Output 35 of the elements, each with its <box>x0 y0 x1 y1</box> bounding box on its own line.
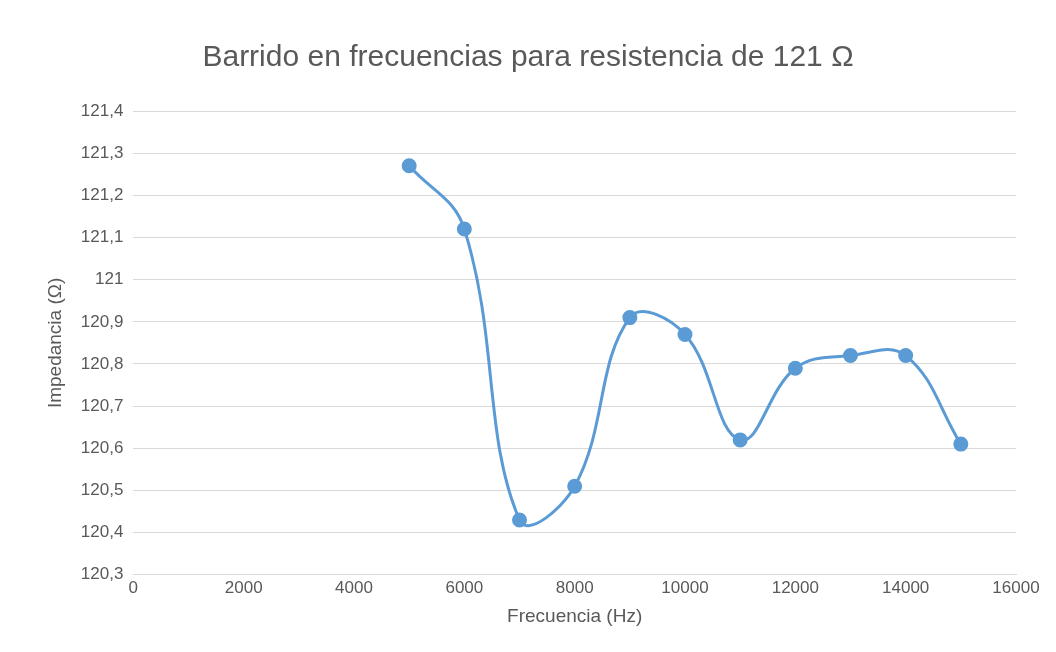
x-tick-label: 2000 <box>224 577 263 597</box>
point <box>622 310 638 326</box>
chart-title: Barrido en frecuencias para resistencia de 121 Ω <box>202 39 854 73</box>
point <box>567 478 583 494</box>
y-tick-label: 121 <box>94 269 124 289</box>
point <box>898 348 914 364</box>
point <box>732 432 748 448</box>
y-axis-title: Impedancia (Ω) <box>43 277 65 409</box>
y-tick-label: 121,3 <box>80 142 124 162</box>
y-tick-label: 121,2 <box>80 185 124 205</box>
y-tick-label: 121,4 <box>80 100 124 120</box>
x-tick-label: 6000 <box>445 577 484 597</box>
point <box>456 221 472 237</box>
x-tick-label: 0 <box>128 577 139 597</box>
x-tick-label: 4000 <box>335 577 373 597</box>
y-tick-label: 120,4 <box>80 522 124 542</box>
x-tick-label: 8000 <box>555 577 594 597</box>
x-tick-label: 10000 <box>661 577 709 597</box>
point <box>512 512 528 528</box>
x-tick-label: 16000 <box>992 577 1040 597</box>
y-tick-label: 120,7 <box>80 395 124 415</box>
point <box>843 348 858 364</box>
y-tick-label: 120,5 <box>80 480 124 500</box>
y-tick-label: 120,6 <box>80 438 124 457</box>
y-tick-label: 120,9 <box>80 311 124 331</box>
point <box>401 158 417 174</box>
point <box>787 360 803 376</box>
y-tick-label: 120,3 <box>80 564 124 584</box>
point <box>677 326 693 342</box>
point <box>953 436 969 452</box>
x-tick-label: 14000 <box>882 577 930 597</box>
y-tick-label: 121,1 <box>80 227 124 247</box>
x-axis-title: Frecuencia (Hz) <box>507 604 643 626</box>
x-tick-label: 12000 <box>771 577 819 597</box>
y-tick-label: 120,8 <box>80 353 124 373</box>
